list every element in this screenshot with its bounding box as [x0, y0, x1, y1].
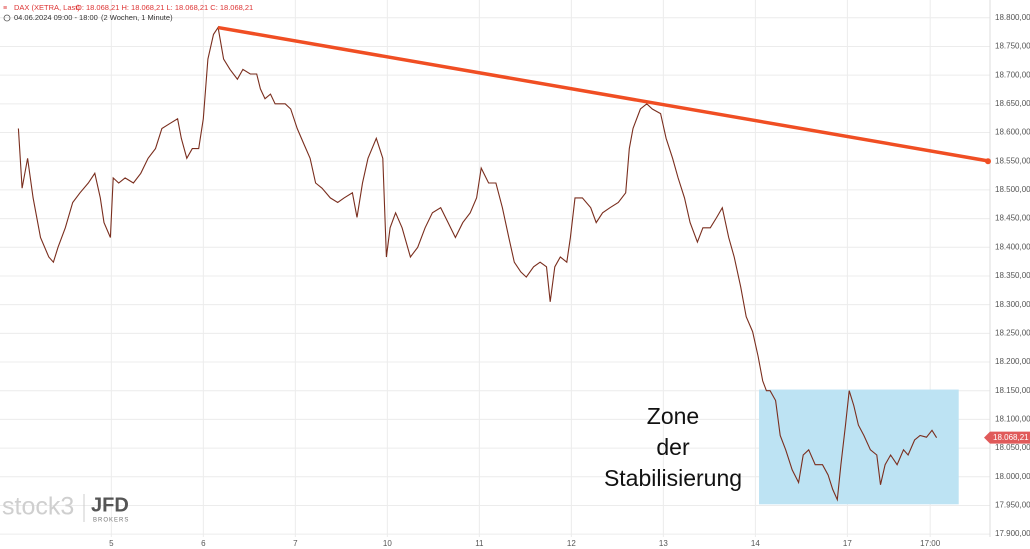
x-tick-label: 5 [109, 539, 114, 548]
y-tick-label: 18.500,00 [995, 185, 1030, 194]
y-tick-label: 18.800,00 [995, 13, 1030, 22]
zone-label: Zone [647, 403, 699, 429]
header-title: DAX (XETRA, Last) [14, 3, 80, 12]
trend-end [985, 158, 991, 165]
y-tick-label: 17.900,00 [995, 529, 1030, 538]
y-tick-label: 18.350,00 [995, 271, 1030, 280]
x-tick-label: 13 [659, 539, 668, 548]
y-tick-label: 18.200,00 [995, 357, 1030, 366]
header-period: (2 Wochen, 1 Minute) [101, 13, 173, 22]
logo-brokers: BROKERS [93, 518, 129, 524]
x-tick-label: 17 [843, 539, 852, 548]
logo-stock3: stock3 [2, 493, 74, 521]
y-tick-label: 18.300,00 [995, 300, 1030, 309]
price-line [17, 26, 938, 502]
y-tick-label: 18.450,00 [995, 214, 1030, 223]
header-icon: ≡ [3, 5, 7, 12]
x-tick-label: 7 [293, 539, 298, 548]
header-ohlc: O: 18.068,21 H: 18.068,21 L: 18.068,21 C… [76, 3, 253, 12]
price-badge [984, 431, 1030, 444]
y-tick-label: 17.950,00 [995, 501, 1030, 510]
y-tick-label: 18.750,00 [995, 42, 1030, 51]
x-tick-label: 17:00 [920, 539, 941, 548]
y-tick-label: 18.250,00 [995, 328, 1030, 337]
clock-icon [3, 14, 11, 22]
y-tick-label: 18.050,00 [995, 443, 1030, 452]
trend-line [217, 25, 991, 163]
y-tick-label: 18.100,00 [995, 414, 1030, 423]
y-tick-label: 18.400,00 [995, 242, 1030, 251]
y-tick-label: 18.700,00 [995, 70, 1030, 79]
logo-jfd: JFD [91, 494, 129, 516]
y-tick-label: 18.550,00 [995, 156, 1030, 165]
y-tick-label: 18.000,00 [995, 472, 1030, 481]
x-tick-label: 6 [201, 539, 206, 548]
x-tick-label: 11 [475, 539, 484, 548]
zone-label: Stabilisierung [604, 465, 742, 491]
price-badge-label: 18.068,21 [993, 433, 1029, 442]
header-range: 04.06.2024 09:00 - 18:00 [14, 13, 98, 22]
zone-box [759, 389, 959, 505]
zone-label: der [656, 434, 690, 460]
x-tick-label: 10 [383, 539, 392, 548]
y-tick-label: 18.150,00 [995, 386, 1030, 395]
x-tick-label: 14 [751, 539, 760, 548]
y-tick-label: 18.650,00 [995, 99, 1030, 108]
x-tick-label: 12 [567, 539, 576, 548]
y-tick-label: 18.600,00 [995, 128, 1030, 137]
